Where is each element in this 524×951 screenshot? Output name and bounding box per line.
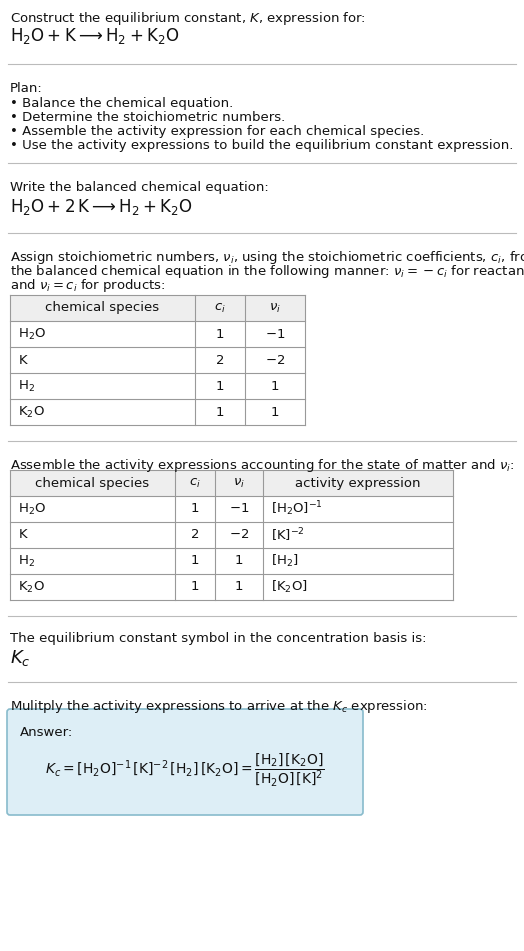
Text: Assemble the activity expressions accounting for the state of matter and $\nu_i$: Assemble the activity expressions accoun… (10, 457, 515, 474)
Text: $\mathrm{K_2O}$: $\mathrm{K_2O}$ (18, 404, 45, 419)
Text: Answer:: Answer: (20, 726, 73, 739)
Text: 1: 1 (271, 405, 279, 418)
Text: $\nu_i$: $\nu_i$ (269, 301, 281, 315)
Text: chemical species: chemical species (46, 301, 160, 315)
Text: 1: 1 (216, 379, 224, 393)
Text: Assign stoichiometric numbers, $\nu_i$, using the stoichiometric coefficients, $: Assign stoichiometric numbers, $\nu_i$, … (10, 249, 524, 266)
Text: $[\mathrm{H_2}]$: $[\mathrm{H_2}]$ (271, 553, 299, 569)
Text: • Balance the chemical equation.: • Balance the chemical equation. (10, 97, 233, 110)
Text: • Determine the stoichiometric numbers.: • Determine the stoichiometric numbers. (10, 111, 285, 124)
Text: 1: 1 (191, 554, 199, 568)
Text: 1: 1 (235, 580, 243, 593)
Text: $\mathrm{H_2O + 2\,K} \longrightarrow \mathrm{H_2 + K_2O}$: $\mathrm{H_2O + 2\,K} \longrightarrow \m… (10, 197, 193, 217)
Text: 1: 1 (235, 554, 243, 568)
Text: 1: 1 (271, 379, 279, 393)
Text: $\nu_i$: $\nu_i$ (233, 476, 245, 490)
Text: 1: 1 (191, 502, 199, 515)
Text: $c_i$: $c_i$ (214, 301, 226, 315)
Text: Mulitply the activity expressions to arrive at the $K_c$ expression:: Mulitply the activity expressions to arr… (10, 698, 428, 715)
Text: $\mathrm{H_2O}$: $\mathrm{H_2O}$ (18, 326, 46, 341)
Text: $\mathrm{H_2}$: $\mathrm{H_2}$ (18, 553, 35, 569)
Text: the balanced chemical equation in the following manner: $\nu_i = -c_i$ for react: the balanced chemical equation in the fo… (10, 263, 524, 280)
Text: $\mathrm{K}$: $\mathrm{K}$ (18, 529, 29, 541)
Text: 1: 1 (216, 405, 224, 418)
Text: 1: 1 (216, 327, 224, 340)
Text: $-2$: $-2$ (229, 529, 249, 541)
Text: $\mathrm{K_2O}$: $\mathrm{K_2O}$ (18, 579, 45, 594)
Text: The equilibrium constant symbol in the concentration basis is:: The equilibrium constant symbol in the c… (10, 632, 427, 645)
Text: chemical species: chemical species (36, 476, 149, 490)
Text: $[\mathrm{K_2O}]$: $[\mathrm{K_2O}]$ (271, 579, 308, 595)
Text: Plan:: Plan: (10, 82, 43, 95)
Bar (10, 295, 305, 321)
Text: $K_c = [\mathrm{H_2O}]^{-1}\,[\mathrm{K}]^{-2}\,[\mathrm{H_2}]\,[\mathrm{K_2O}] : $K_c = [\mathrm{H_2O}]^{-1}\,[\mathrm{K}… (45, 751, 325, 788)
Text: $[\mathrm{K}]^{-2}$: $[\mathrm{K}]^{-2}$ (271, 526, 305, 544)
Text: $-2$: $-2$ (265, 354, 285, 366)
Text: 1: 1 (191, 580, 199, 593)
Text: Write the balanced chemical equation:: Write the balanced chemical equation: (10, 181, 269, 194)
Text: $-1$: $-1$ (229, 502, 249, 515)
Text: • Use the activity expressions to build the equilibrium constant expression.: • Use the activity expressions to build … (10, 139, 514, 152)
Text: $\mathrm{H_2O + K} \longrightarrow \mathrm{H_2 + K_2O}$: $\mathrm{H_2O + K} \longrightarrow \math… (10, 26, 179, 46)
FancyBboxPatch shape (7, 709, 363, 815)
Text: $\mathrm{H_2}$: $\mathrm{H_2}$ (18, 378, 35, 394)
Text: 2: 2 (191, 529, 199, 541)
Bar (10, 470, 453, 496)
Text: $K_c$: $K_c$ (10, 648, 30, 668)
Text: • Assemble the activity expression for each chemical species.: • Assemble the activity expression for e… (10, 125, 424, 138)
Text: and $\nu_i = c_i$ for products:: and $\nu_i = c_i$ for products: (10, 277, 166, 294)
Text: Construct the equilibrium constant, $K$, expression for:: Construct the equilibrium constant, $K$,… (10, 10, 366, 27)
Text: $[\mathrm{H_2O}]^{-1}$: $[\mathrm{H_2O}]^{-1}$ (271, 499, 323, 518)
Text: 2: 2 (216, 354, 224, 366)
Text: $\mathrm{H_2O}$: $\mathrm{H_2O}$ (18, 501, 46, 516)
Text: $\mathrm{K}$: $\mathrm{K}$ (18, 354, 29, 366)
Text: activity expression: activity expression (295, 476, 421, 490)
Text: $c_i$: $c_i$ (189, 476, 201, 490)
Text: $-1$: $-1$ (265, 327, 285, 340)
